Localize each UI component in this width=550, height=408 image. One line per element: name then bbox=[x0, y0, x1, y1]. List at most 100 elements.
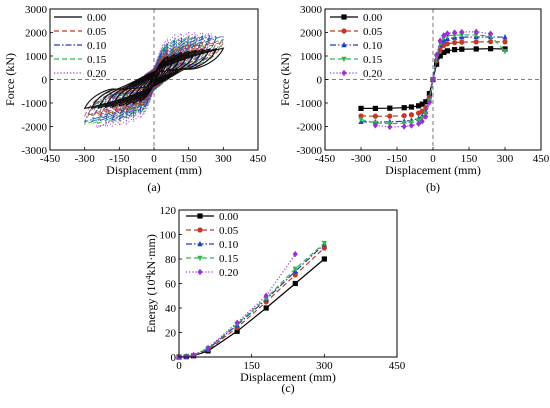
c-ytick-label: 60 bbox=[165, 278, 177, 290]
b-data-point bbox=[387, 123, 393, 131]
a-xtick-label: -150 bbox=[109, 153, 130, 165]
a-legend-entry: 0.05 bbox=[87, 26, 107, 38]
c-data-point bbox=[183, 353, 189, 360]
panel-a-hysteresis: -450 -300 -150 0 150 300 450 -3000 -2000 -1000 0 10… bbox=[3, 4, 267, 194]
b-data-point bbox=[473, 32, 479, 39]
b-plot-frame bbox=[324, 8, 542, 151]
b-data-point bbox=[372, 122, 378, 129]
a-panel-label: (a) bbox=[147, 180, 160, 194]
a-legend-entry: 0.15 bbox=[87, 54, 107, 66]
a-xtick-label: 0 bbox=[151, 153, 157, 165]
b-data-point bbox=[408, 112, 414, 118]
c-legend-entry: 0.10 bbox=[219, 239, 239, 251]
a-ytick-label: 1000 bbox=[25, 51, 48, 63]
b-data-point bbox=[437, 37, 443, 44]
b-data-point bbox=[401, 123, 407, 130]
c-legend-entry: 0.20 bbox=[219, 267, 239, 279]
c-ytick-label: 40 bbox=[165, 303, 177, 315]
c-legend-entry: 0.00 bbox=[219, 211, 239, 223]
c-legend-marker bbox=[197, 240, 203, 247]
b-y-axis-label: Force (kN) bbox=[278, 53, 292, 106]
b-ytick-label: -1000 bbox=[296, 98, 322, 110]
c-series-0-05-line bbox=[178, 247, 325, 358]
b-legend-entry: 0.00 bbox=[363, 12, 383, 24]
c-xtick-label: 0 bbox=[176, 360, 182, 372]
b-xtick-label: 300 bbox=[497, 153, 514, 165]
b-xtick-label: -300 bbox=[351, 153, 372, 165]
a-legend-entry: 0.20 bbox=[87, 68, 107, 80]
b-xtick-label: 0 bbox=[430, 153, 436, 165]
c-ytick-label: 80 bbox=[165, 254, 177, 266]
b-data-point bbox=[426, 91, 432, 97]
b-data-point bbox=[459, 28, 465, 36]
b-data-point bbox=[473, 28, 479, 35]
c-data-point bbox=[321, 240, 327, 247]
b-ytick-label: 0 bbox=[317, 74, 323, 86]
b-legend-marker bbox=[341, 69, 347, 77]
b-data-point bbox=[419, 101, 425, 107]
c-ytick-label: 100 bbox=[160, 229, 177, 241]
b-data-point bbox=[502, 46, 508, 52]
a-xtick-label: -450 bbox=[40, 153, 61, 165]
b-data-point bbox=[434, 61, 440, 67]
a-ytick-label: 3000 bbox=[25, 4, 48, 16]
b-data-point bbox=[358, 117, 364, 123]
c-data-point bbox=[263, 292, 269, 299]
b-ytick-label: 3000 bbox=[300, 4, 323, 16]
b-data-point bbox=[423, 99, 429, 105]
b-data-point bbox=[416, 120, 422, 127]
c-x-axis-label: Displacement (mm) bbox=[240, 370, 336, 384]
b-data-point bbox=[423, 113, 429, 120]
b-data-point bbox=[358, 105, 364, 112]
c-legend-entry: 0.15 bbox=[219, 253, 239, 265]
panel-b-skeleton: -450 -300 -150 0 150 300 450 -3000 -2000 -1000 0 10… bbox=[278, 4, 550, 194]
a-legend-entry: 0.00 bbox=[87, 12, 107, 24]
b-ytick-label: -3000 bbox=[296, 145, 322, 157]
b-x-axis-label: Displacement (mm) bbox=[385, 163, 481, 177]
b-data-point bbox=[488, 39, 494, 45]
b-data-point bbox=[416, 103, 422, 109]
b-legend-entry: 0.15 bbox=[363, 54, 383, 66]
c-data-point bbox=[234, 328, 240, 334]
b-legend-entry: 0.05 bbox=[363, 26, 383, 38]
b-data-point bbox=[444, 48, 450, 54]
c-plot-frame bbox=[178, 209, 398, 358]
b-ytick-label: 1000 bbox=[300, 51, 323, 63]
panel-c-energy: 0 150 300 450 0 20 40 60 80 100 120 Displacement (m… bbox=[144, 205, 406, 395]
c-ytick-label: 120 bbox=[160, 205, 177, 217]
b-data-point bbox=[426, 99, 432, 106]
b-data-point bbox=[473, 39, 479, 45]
c-legend-marker bbox=[197, 268, 203, 276]
b-data-point bbox=[387, 113, 393, 119]
b-data-point bbox=[441, 32, 447, 39]
a-y-axis-label: Force (kN) bbox=[3, 53, 17, 106]
c-xtick-label: 450 bbox=[389, 360, 406, 372]
b-data-point bbox=[372, 113, 378, 119]
b-data-point bbox=[452, 47, 458, 53]
b-data-point bbox=[419, 118, 425, 125]
c-data-point bbox=[234, 319, 240, 326]
b-data-point bbox=[437, 53, 443, 59]
c-xtick-label: 150 bbox=[243, 360, 260, 372]
b-legend-marker bbox=[341, 41, 347, 48]
b-data-point bbox=[452, 29, 458, 36]
b-legend-marker bbox=[341, 56, 347, 63]
c-y-axis-label: Energy (104kN·mm) bbox=[144, 234, 158, 333]
b-xtick-label: 150 bbox=[461, 153, 478, 165]
b-data-point bbox=[459, 46, 465, 52]
b-legend-marker bbox=[341, 28, 347, 34]
c-xtick-label: 300 bbox=[316, 360, 333, 372]
b-data-point bbox=[434, 51, 440, 59]
a-plot-frame bbox=[49, 8, 259, 151]
c-series-0-10-line bbox=[178, 243, 325, 358]
c-ytick-label: 20 bbox=[165, 327, 177, 339]
b-data-point bbox=[502, 49, 508, 55]
a-ytick-label: -3000 bbox=[21, 145, 47, 157]
c-data-point bbox=[292, 250, 298, 258]
b-panel-label: (b) bbox=[426, 180, 440, 194]
b-data-point bbox=[401, 105, 407, 111]
b-ytick-label: 2000 bbox=[300, 27, 323, 39]
c-legend-marker bbox=[197, 213, 203, 219]
b-data-point bbox=[502, 39, 508, 45]
